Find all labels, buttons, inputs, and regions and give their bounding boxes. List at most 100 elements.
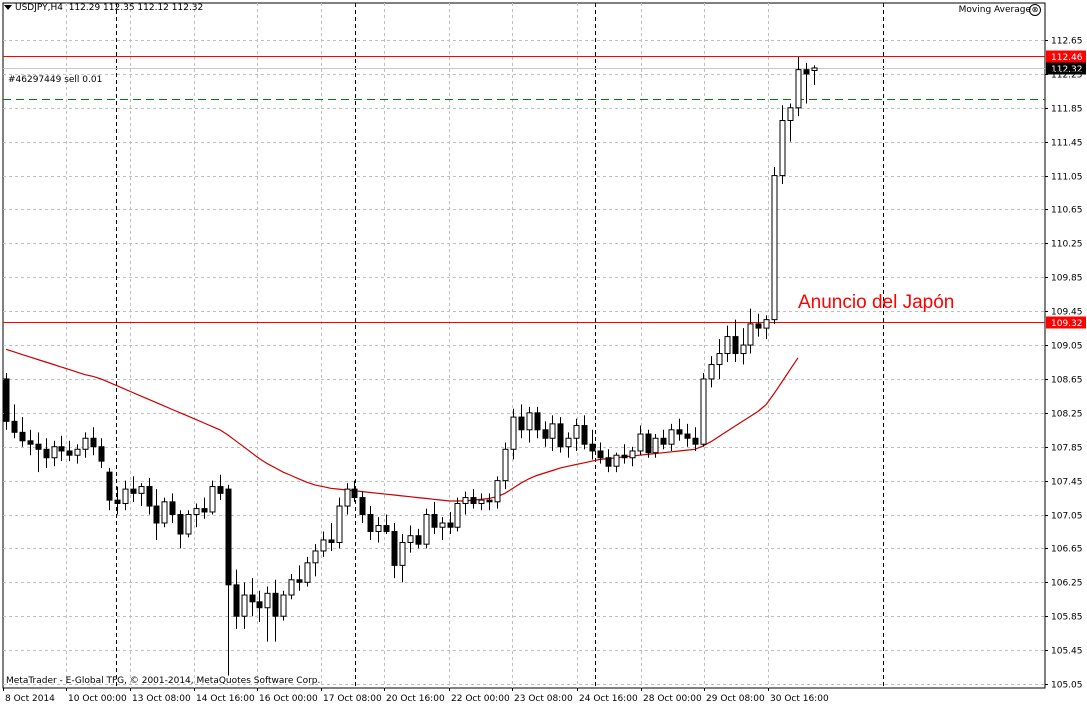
candle-body-up <box>716 353 723 366</box>
grid-layer <box>2 2 1046 689</box>
candle <box>264 586 271 642</box>
candle-body-down <box>106 471 113 501</box>
candle-body-up <box>138 486 145 494</box>
time-tick-label: 8 Oct 2014 <box>5 694 55 704</box>
candle-body-up <box>454 503 461 528</box>
candle <box>193 503 200 528</box>
price-tick-label: 106.25 <box>1051 579 1083 589</box>
candle-body-up <box>280 594 287 617</box>
candle <box>684 423 691 447</box>
candle-body-down <box>581 425 588 445</box>
candle-body-down <box>534 412 541 431</box>
candle-body-up <box>51 446 58 459</box>
candle-body-down <box>589 443 596 452</box>
time-tick-label: 17 Oct 08:00 <box>323 694 382 704</box>
candle-body-up <box>724 336 731 355</box>
candle <box>359 491 366 523</box>
price-tick-label: 106.65 <box>1051 545 1083 555</box>
candle-body-up <box>462 497 469 505</box>
time-tick-label: 28 Oct 00:00 <box>643 694 702 704</box>
candle <box>629 446 636 467</box>
chevron-down-icon[interactable] <box>4 5 12 10</box>
candle <box>82 432 89 458</box>
candle-body-down <box>447 522 454 528</box>
candle-body-down <box>605 457 612 467</box>
candle <box>161 497 168 528</box>
candle <box>771 167 778 324</box>
candle <box>755 313 762 337</box>
time-tick-label: 29 Oct 08:00 <box>706 694 765 704</box>
candle <box>114 486 121 515</box>
candle-body-up <box>795 69 802 109</box>
candle <box>549 415 556 451</box>
candle <box>66 440 73 462</box>
candle <box>296 565 303 591</box>
candle <box>565 432 572 458</box>
candle <box>557 417 564 453</box>
candle-body-down <box>486 499 493 503</box>
candle-body-down <box>328 539 335 543</box>
candle-body-up <box>407 535 414 543</box>
candle-body-up <box>787 107 794 122</box>
candle-body-down <box>415 535 422 545</box>
candle-body-down <box>755 323 762 329</box>
candle-body-down <box>621 454 628 459</box>
price-tick-label: 110.25 <box>1051 240 1083 250</box>
horizontal-lines: 112.46 109.32 112.32 <box>3 50 1086 329</box>
candle <box>518 404 525 439</box>
candle-body-down <box>431 514 438 528</box>
candle <box>447 511 454 535</box>
price-tick-label: 105.45 <box>1051 647 1083 657</box>
candle-body-up <box>779 120 786 177</box>
candle-body-down <box>43 448 50 459</box>
candle <box>351 480 358 502</box>
candle-body-up <box>502 448 509 482</box>
ohlc-values: 112.29 112.35 112.12 112.32 <box>68 3 204 13</box>
candle-body-up <box>209 486 216 513</box>
candle <box>407 525 414 553</box>
moving-average-layer <box>5 348 799 502</box>
close-icon[interactable]: ⊗ <box>1029 4 1041 16</box>
candle <box>19 417 26 447</box>
candle-body-up <box>304 562 311 583</box>
candle <box>724 325 731 362</box>
candle <box>27 429 34 456</box>
candle <box>708 356 715 388</box>
candle-body-down <box>803 69 810 75</box>
candle-body-up <box>185 514 192 535</box>
candle <box>344 483 351 515</box>
candle-body-down <box>367 514 374 532</box>
candle-body-up <box>122 488 129 505</box>
candle <box>637 425 644 456</box>
candle-body-down <box>597 450 604 459</box>
candle <box>660 429 667 450</box>
candle <box>668 423 675 451</box>
candle-body-down <box>732 336 739 355</box>
candle-body-up <box>336 505 343 543</box>
candle-body-up <box>652 437 659 454</box>
candle-body-down <box>296 579 303 583</box>
price-tick-label: 107.85 <box>1051 444 1083 454</box>
candle-body-up <box>478 499 485 505</box>
candle-body-down <box>684 433 691 439</box>
indicator-label[interactable]: Moving Average <box>958 5 1031 15</box>
candle <box>233 569 240 629</box>
candle-body-down <box>98 446 105 462</box>
price-tick-label: 105.85 <box>1051 613 1083 623</box>
candle-body-up <box>241 594 248 617</box>
candle-body-up <box>288 579 295 596</box>
candle <box>462 491 469 515</box>
candle-body-up <box>161 501 168 524</box>
candle-body-up <box>320 539 327 552</box>
candle-body-up <box>747 323 754 346</box>
candle <box>375 517 382 543</box>
candle-body-down <box>3 378 10 422</box>
price-tick-label: 107.05 <box>1051 512 1083 522</box>
candle <box>58 435 65 462</box>
candle-body-down <box>27 440 34 445</box>
candle-body-down <box>146 486 153 507</box>
candle-body-up <box>573 425 580 439</box>
candle <box>415 528 422 549</box>
